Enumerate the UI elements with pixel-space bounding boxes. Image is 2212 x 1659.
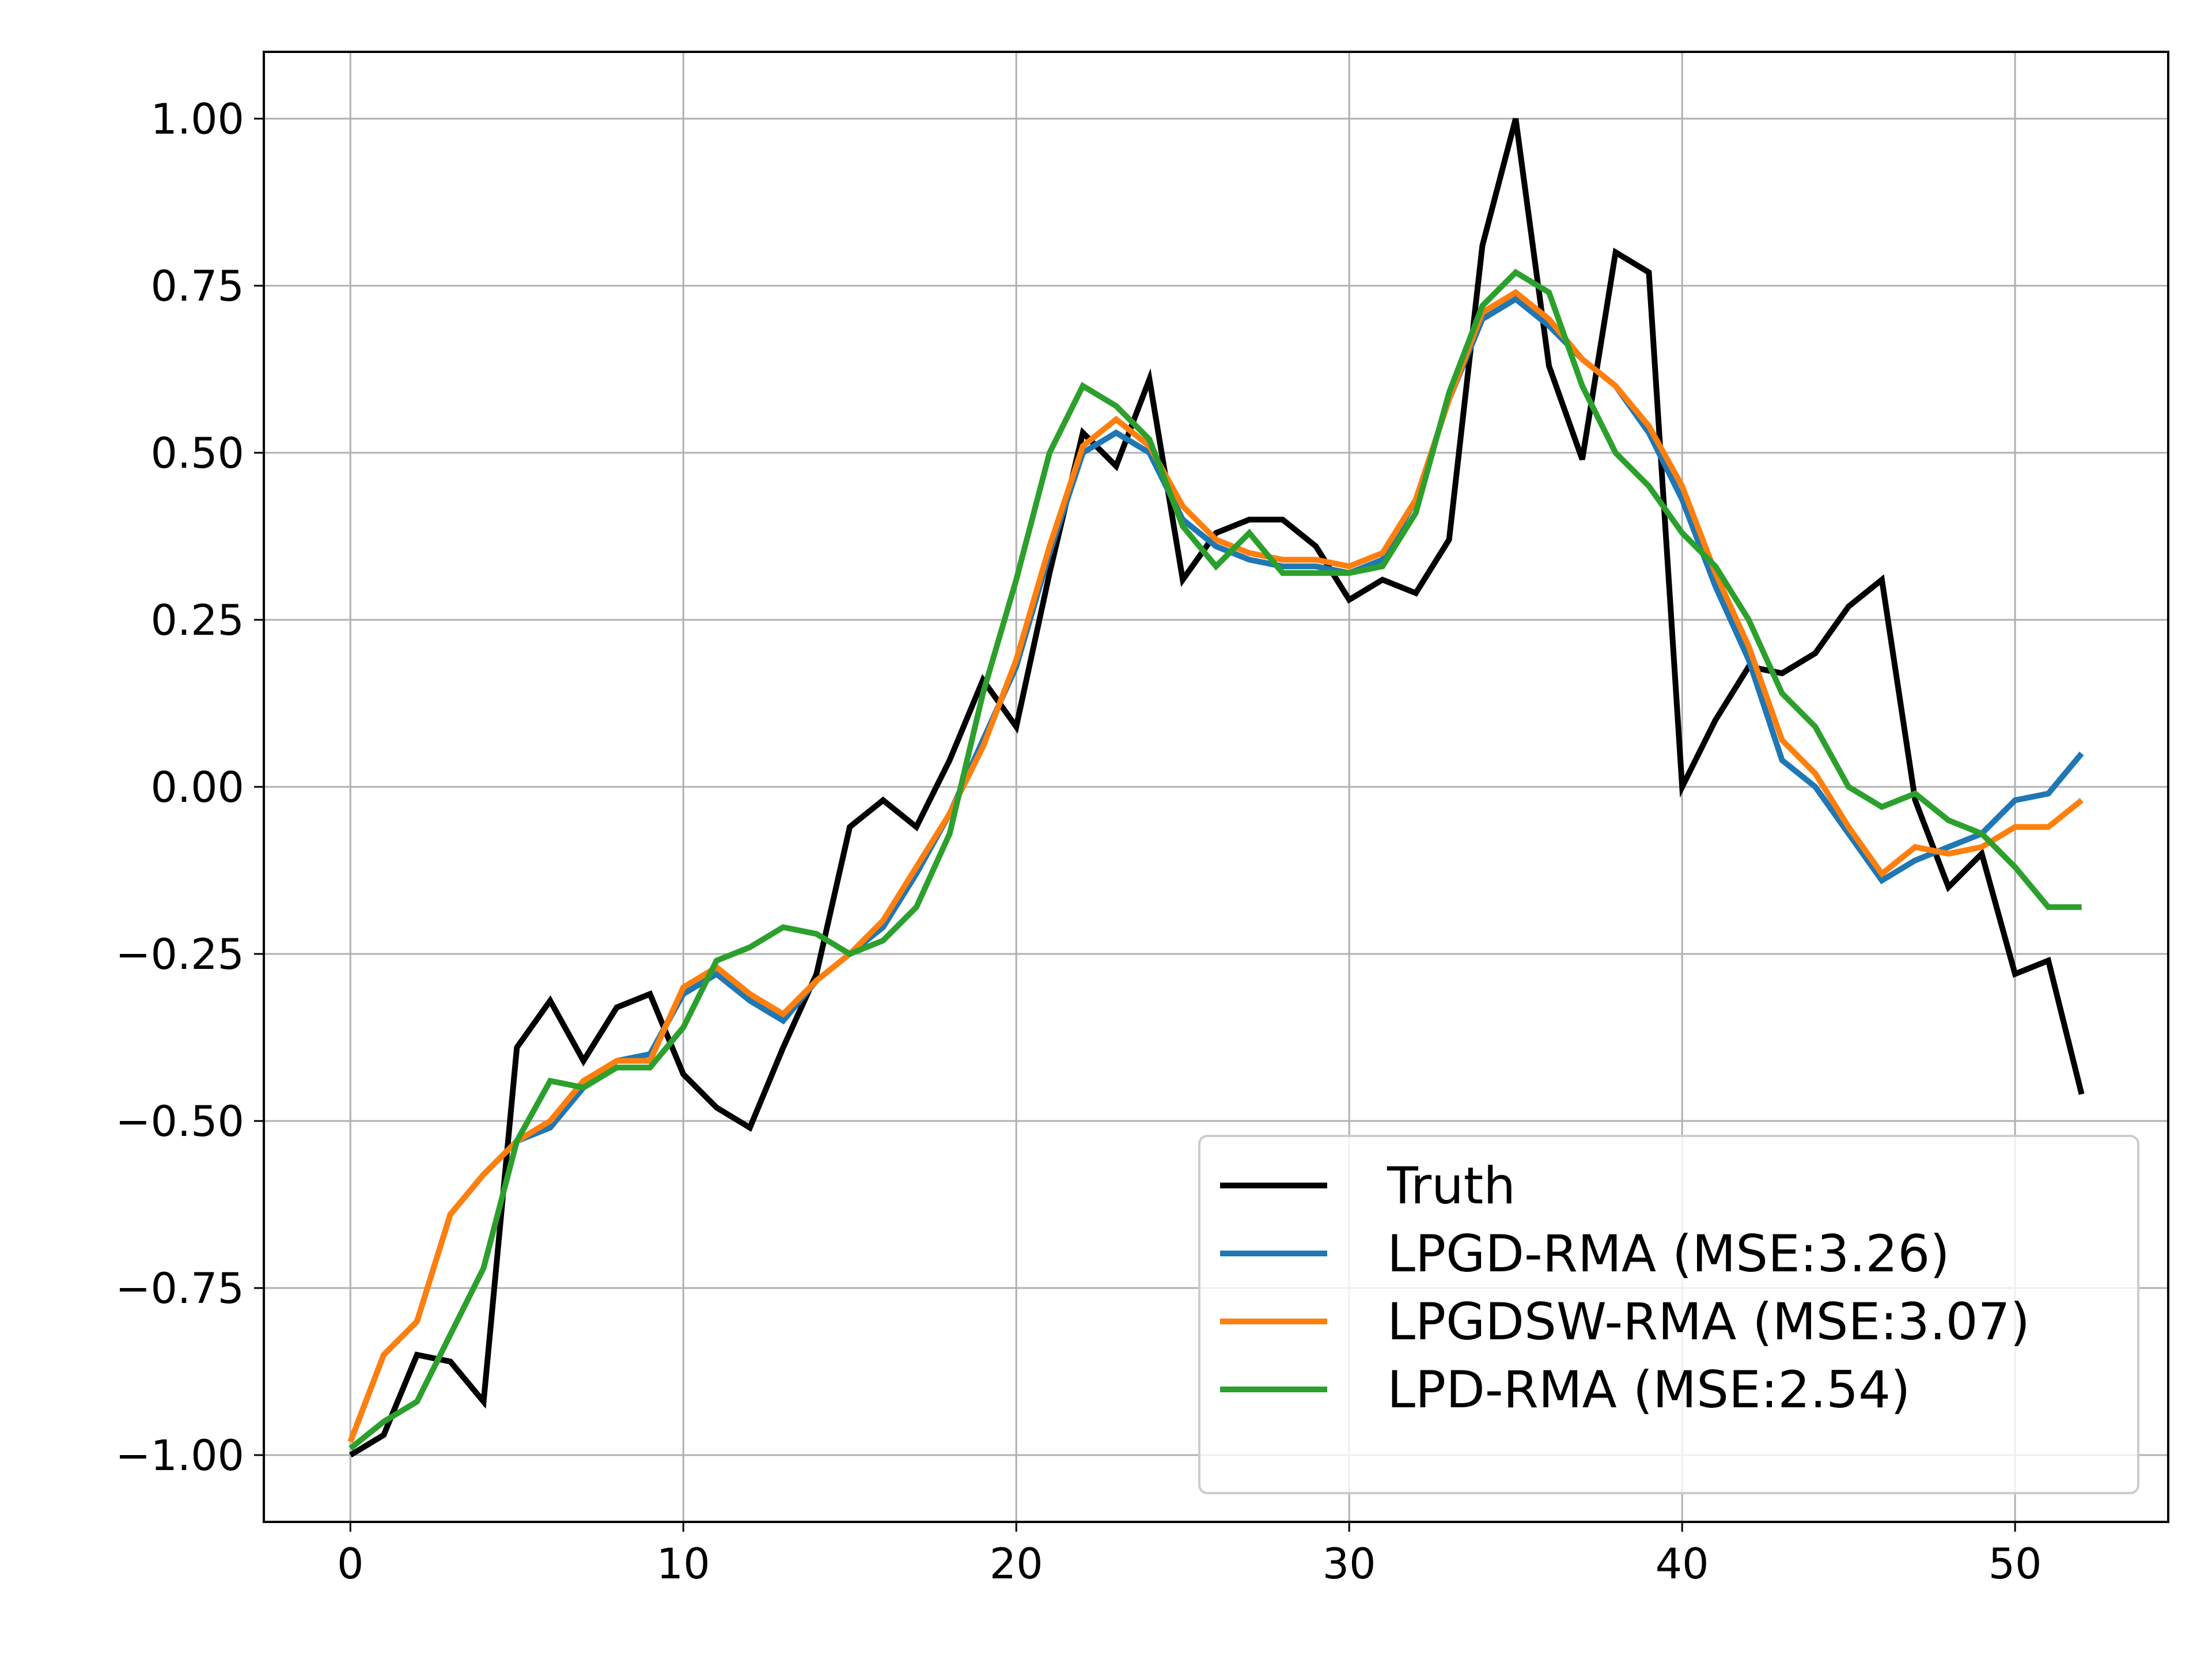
y-tick-label: −0.75	[115, 1264, 244, 1313]
legend-label: Truth	[1387, 1156, 1516, 1215]
y-tick-label: 0.75	[150, 262, 244, 311]
y-tick-label: −1.00	[115, 1431, 244, 1480]
x-tick-label: 0	[337, 1540, 363, 1589]
y-tick-label: 0.50	[150, 429, 244, 478]
legend-label: LPD-RMA (MSE:2.54)	[1387, 1360, 1911, 1419]
axis-ticks: 0 10 20 30 40 50 −1.00 −0.75 −0.50 −0.25 0.00 0.25 0…	[115, 95, 2041, 1589]
x-tick-label: 10	[657, 1540, 710, 1589]
legend-box	[1198, 1135, 2139, 1494]
x-tick-label: 30	[1323, 1540, 1376, 1589]
legend-label: LPGD-RMA (MSE:3.26)	[1387, 1224, 1950, 1283]
y-tick-label: 0.25	[150, 596, 244, 645]
y-tick-label: 1.00	[150, 95, 244, 144]
x-tick-label: 20	[990, 1540, 1043, 1589]
legend: Truth LPGD-RMA (MSE:3.26) LPGDSW-RMA (MSE:…	[1198, 1135, 2139, 1494]
series-line-3	[349, 268, 2082, 1451]
y-tick-label: −0.25	[115, 930, 244, 979]
series-line-1	[347, 296, 2084, 1443]
series-layer	[347, 118, 2085, 1458]
series-line-2	[347, 289, 2084, 1443]
y-tick-label: 0.00	[150, 763, 244, 812]
x-tick-label: 40	[1656, 1540, 1709, 1589]
x-tick-label: 50	[1988, 1540, 2042, 1589]
y-tick-label: −0.50	[115, 1097, 244, 1146]
series-line-0	[349, 118, 2085, 1458]
legend-label: LPGDSW-RMA (MSE:3.07)	[1387, 1292, 2030, 1351]
